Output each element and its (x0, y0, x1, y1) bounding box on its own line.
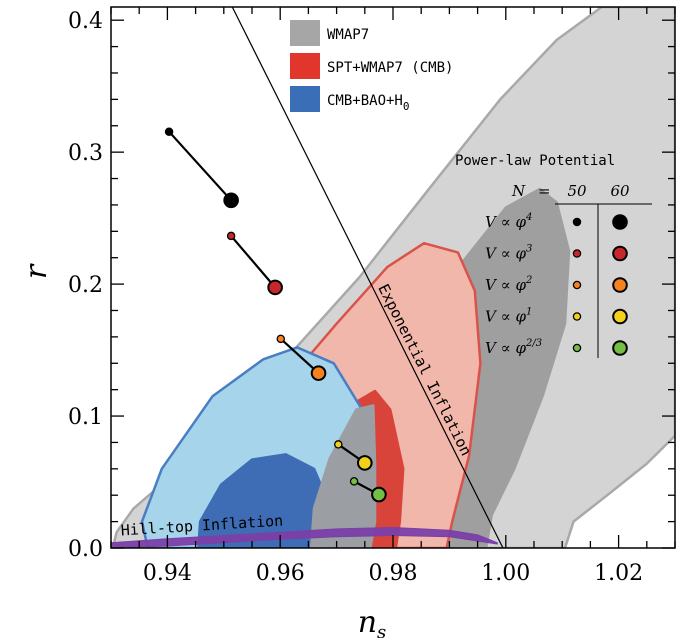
y-tick-label: 0.0 (68, 537, 103, 562)
table-dot-n60-3 (612, 277, 628, 293)
point-n50-5 (349, 477, 359, 486)
trajectory-line-1 (168, 130, 232, 202)
legend-swatch-1 (290, 20, 320, 46)
potential-label-4: V ∝ φ1 (485, 307, 532, 326)
point-n50-3 (276, 334, 286, 344)
table-dot-n60-2 (612, 245, 628, 262)
point-n60-2 (267, 279, 283, 296)
y-tick-label: 0.1 (68, 405, 103, 430)
contour-gray-overlap (309, 404, 377, 548)
table-dot-n50-4 (572, 312, 582, 321)
x-tick-label: 0.94 (143, 561, 192, 586)
table-dot-n50-5 (572, 343, 582, 353)
potential-label-3: V ∝ φ2 (485, 275, 532, 294)
hilltop-band (111, 526, 498, 548)
x-tick-label: 0.96 (256, 561, 305, 586)
table-dot-n60-5 (612, 340, 628, 356)
confidence-contours (112, 7, 675, 548)
n-value-50: 50 (567, 182, 587, 200)
table-dot-n60-1 (612, 214, 628, 230)
exponential-inflation-line (231, 7, 504, 548)
power-law-markers (164, 127, 387, 503)
potential-label-2: V ∝ φ3 (485, 244, 532, 263)
x-axis-title: ns (358, 605, 387, 638)
y-tick-label: 0.4 (68, 9, 103, 34)
axis-titles: ns r (19, 263, 386, 638)
potential-label-5: V ∝ φ2/3 (485, 338, 542, 357)
legend-label-2: SPT+WMAP7 (CMB) (327, 60, 453, 76)
point-n50-4 (334, 440, 343, 449)
legend: WMAP7 SPT+WMAP7 (CMB) CMB+BAO+H0 (290, 20, 453, 113)
table-dot-n50-1 (572, 217, 582, 227)
table-dot-n50-2 (572, 249, 582, 258)
y-tick-label: 0.3 (68, 141, 103, 166)
y-axis-title: r (19, 263, 54, 279)
trajectory-line-3 (280, 338, 320, 374)
point-n60-1 (223, 192, 239, 209)
x-tick-label: 0.98 (369, 561, 418, 586)
power-law-table: Power-law Potential N = 50 60 V ∝ φ4 V ∝ φ3 V ∝… (455, 153, 652, 358)
n-value-60: 60 (610, 182, 630, 200)
legend-label-3: CMB+BAO+H0 (327, 93, 409, 113)
n-label: N (511, 182, 526, 200)
point-n60-3 (310, 365, 327, 381)
power-law-title: Power-law Potential (455, 153, 615, 169)
x-tick-label: 1.02 (594, 561, 643, 586)
trajectory-line-2 (230, 235, 276, 289)
table-dot-n50-3 (572, 280, 582, 290)
table-dot-n60-4 (612, 308, 628, 325)
legend-swatch-2 (290, 53, 320, 79)
legend-label-1: WMAP7 (327, 27, 369, 43)
point-n50-2 (226, 231, 236, 241)
n-equals: = (538, 182, 551, 200)
axis-ticks: 0.94 0.96 0.98 1.00 1.02 0.0 0.1 0.2 0.3 0.4 (68, 7, 676, 586)
point-n60-5 (371, 486, 387, 503)
legend-swatch-3 (290, 86, 320, 112)
x-tick-label: 1.00 (481, 561, 530, 586)
point-n60-4 (357, 455, 373, 471)
point-n50-1 (164, 127, 174, 136)
potential-label-1: V ∝ φ4 (485, 212, 532, 231)
y-tick-label: 0.2 (68, 273, 103, 298)
model-lines (111, 7, 504, 548)
